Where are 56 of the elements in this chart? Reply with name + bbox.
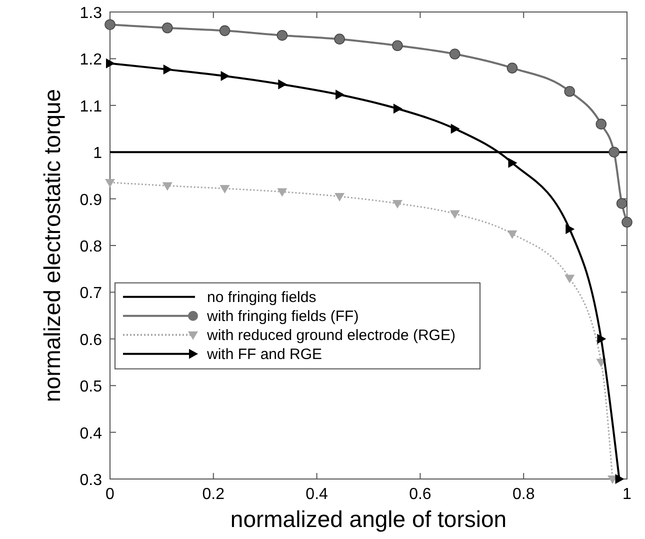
point [608, 146, 620, 158]
y-tick-label: 1.3 [80, 5, 102, 22]
legend-label: with fringing fields (FF) [206, 308, 359, 325]
y-tick-label: 1.1 [80, 98, 102, 116]
point [392, 200, 402, 208]
point [506, 62, 518, 74]
point [219, 25, 230, 36]
y-tick-label: 0.6 [80, 332, 102, 349]
legend-label: with reduced ground electrode (RGE) [206, 326, 456, 344]
y-tick-label: 1.2 [80, 52, 102, 69]
point [162, 22, 173, 34]
point [622, 216, 632, 228]
point [278, 79, 288, 90]
x-tick-label: 0.2 [202, 486, 225, 503]
point [162, 182, 172, 191]
point [450, 124, 460, 134]
point [220, 70, 230, 81]
point [596, 118, 607, 130]
point [277, 188, 288, 197]
point [334, 192, 345, 202]
x-axis-title: normalized angle of torsion [230, 506, 507, 532]
point [334, 34, 345, 44]
point [104, 19, 116, 30]
point [220, 185, 230, 194]
point [105, 178, 115, 188]
point [106, 58, 115, 68]
point [615, 474, 624, 484]
point [449, 48, 460, 60]
point [507, 230, 518, 239]
x-tick-label: 0.8 [512, 486, 535, 503]
point [564, 274, 575, 284]
y-tick-label: 0.9 [80, 192, 102, 209]
point [616, 198, 628, 209]
legend-label: no fringing fields [207, 288, 316, 306]
point [564, 86, 576, 97]
y-tick-label: 0.3 [80, 472, 102, 489]
point [392, 40, 403, 52]
point [393, 104, 402, 114]
y-axis-title: normalized electrostatic torque [39, 88, 65, 402]
y-tick-label: 0.8 [80, 238, 102, 256]
x-tick-label: 0.4 [306, 486, 328, 503]
point [163, 64, 172, 74]
y-tick-label: 0.4 [80, 425, 102, 442]
legend-label: with FF and RGE [206, 346, 322, 363]
point [336, 90, 345, 100]
point [566, 224, 575, 234]
x-tick-label: 0.6 [409, 486, 432, 503]
y-tick-label: 0.5 [80, 378, 102, 396]
point [276, 30, 288, 41]
x-tick-label: 0 [106, 486, 115, 503]
y-tick-label: 1 [93, 145, 102, 162]
point [597, 334, 606, 344]
x-tick-label: 1 [622, 486, 632, 503]
point [508, 158, 518, 168]
y-tick-label: 0.7 [80, 285, 102, 302]
point [450, 210, 460, 219]
